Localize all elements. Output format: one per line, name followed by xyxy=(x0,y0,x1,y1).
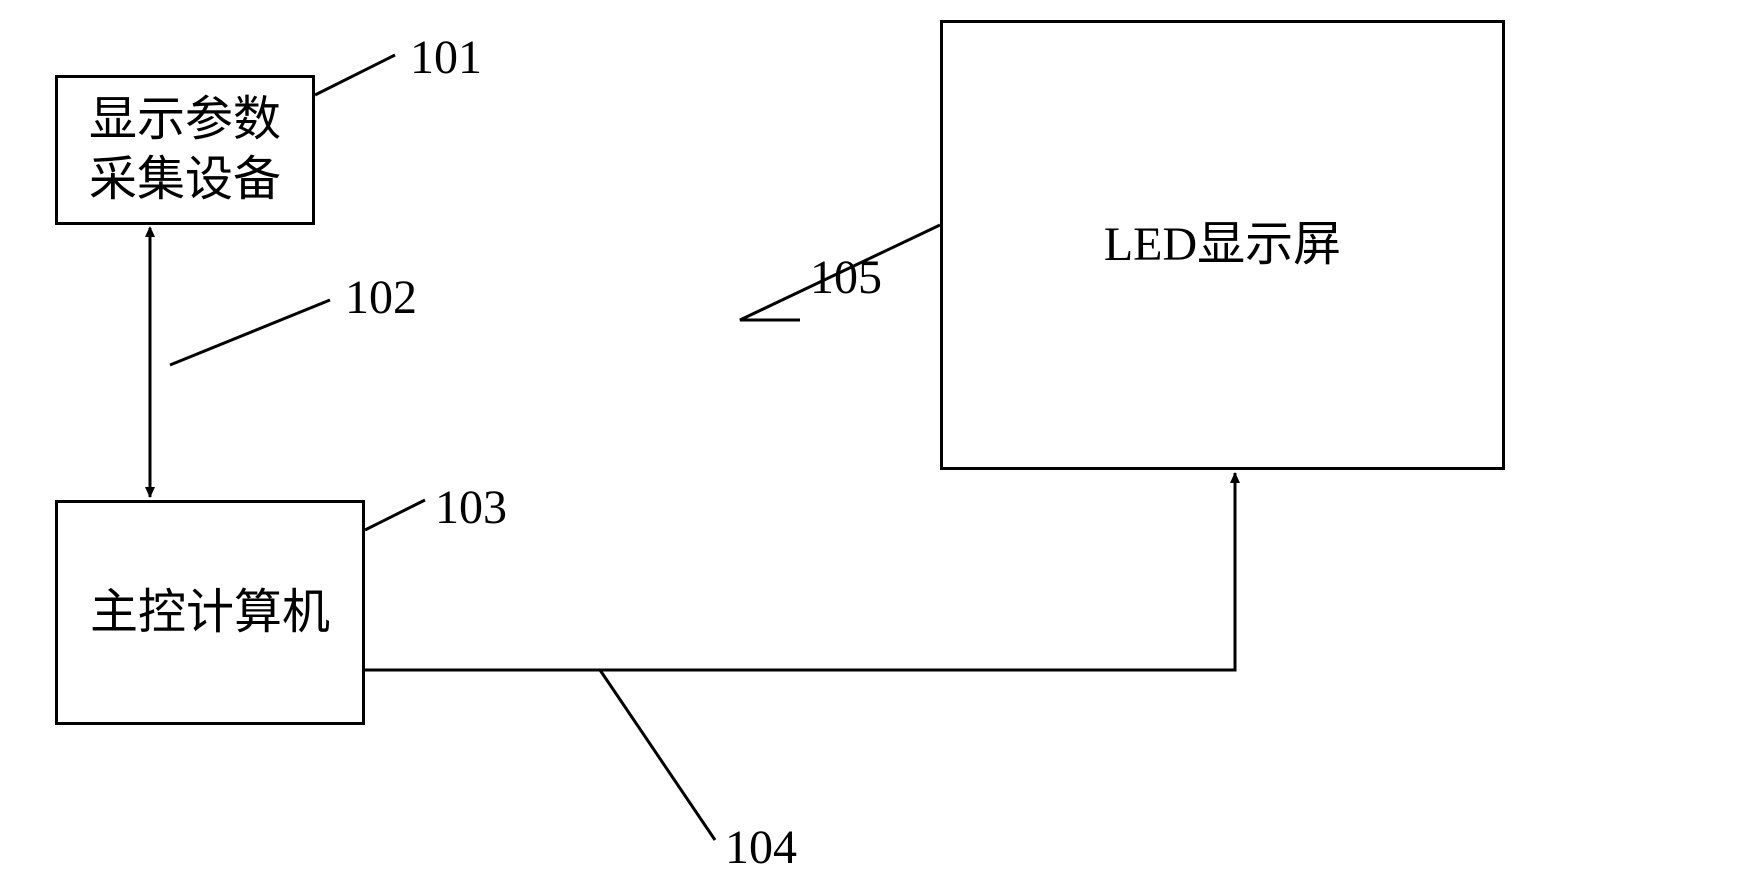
node-main-controller: 主控计算机 xyxy=(55,500,365,725)
label-102: 102 xyxy=(345,270,417,325)
node-line1: 主控计算机 xyxy=(90,586,330,639)
leader-104 xyxy=(600,670,715,840)
node-text: 主控计算机 xyxy=(90,583,330,643)
node-line1: 显示参数 xyxy=(89,93,281,146)
leader-102 xyxy=(170,300,330,365)
node-line2: 采集设备 xyxy=(89,153,281,206)
label-103: 103 xyxy=(435,480,507,535)
node-led-display: LED显示屏 xyxy=(940,20,1505,470)
leader-103 xyxy=(365,500,425,530)
node-display-param-collector: 显示参数 采集设备 xyxy=(55,75,315,225)
node-line1: LED显示屏 xyxy=(1104,218,1341,271)
node-text: LED显示屏 xyxy=(1104,215,1341,275)
label-104: 104 xyxy=(725,820,797,875)
leader-101 xyxy=(315,55,395,95)
node-text: 显示参数 采集设备 xyxy=(89,90,281,210)
label-105: 105 xyxy=(810,250,882,305)
label-101: 101 xyxy=(410,30,482,85)
diagram-canvas: 显示参数 采集设备 主控计算机 LED显示屏 101 102 103 104 1… xyxy=(0,0,1752,895)
